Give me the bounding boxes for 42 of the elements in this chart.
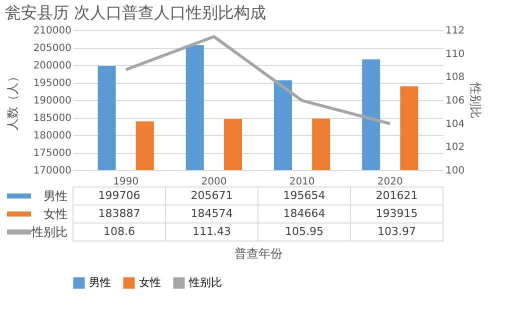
x-axis-title: 普查年份 [234,246,282,260]
y2-tick-label: 102 [446,142,465,154]
y2-tick-label: 108 [446,72,465,84]
y-tick-label: 185000 [33,113,72,124]
data-label: 108.6 [104,225,135,238]
y-tick-label: 190000 [33,96,72,106]
data-label: 183887 [98,207,140,220]
y2-axis-title: 性别比 [468,82,483,118]
x-tick-label: 2010 [289,176,315,188]
data-label: 201621 [376,189,418,202]
x-tick-label: 2000 [201,176,227,188]
data-label: 105.95 [285,225,324,238]
legend-label: 性别比 [30,225,68,239]
data-label: 195654 [283,189,326,202]
y2-tick-label: 100 [446,166,465,176]
data-label: 103.97 [378,225,416,238]
x-tick-label: 1990 [113,176,139,188]
data-label: 184574 [190,207,233,220]
text: 男性 [44,189,68,203]
y-tick-label: 210000 [33,26,72,36]
y-axis-title: 人数（人） [6,70,20,130]
chart-title: 瓮安县历 次人口普查人口性别比构成 [5,3,266,22]
y2-tick-label: 106 [446,96,465,106]
y2-tick-label: 110 [446,48,465,60]
y-tick-label: 170000 [33,166,72,176]
y-tick-label: 180000 [33,130,72,142]
y-tick-label: 200000 [33,60,72,72]
y2-tick-label: 104 [446,118,465,130]
x-tick-label: 2020 [377,176,403,188]
data-label: 199706 [98,189,140,202]
legend-label: 女性 [139,276,161,289]
text: 性别比 [189,276,222,289]
y-tick-label: 205000 [33,43,72,54]
y-tick-label: 175000 [33,148,72,159]
y-tick-label: 195000 [33,78,72,89]
text: 女性 [44,207,68,221]
legend-label: 男性 [89,276,111,289]
data-label: 111.43 [192,225,231,238]
data-label: 184664 [283,207,326,220]
y2-tick-label: 112 [446,26,465,36]
data-label: 205671 [190,189,233,202]
data-label: 193915 [376,207,418,220]
